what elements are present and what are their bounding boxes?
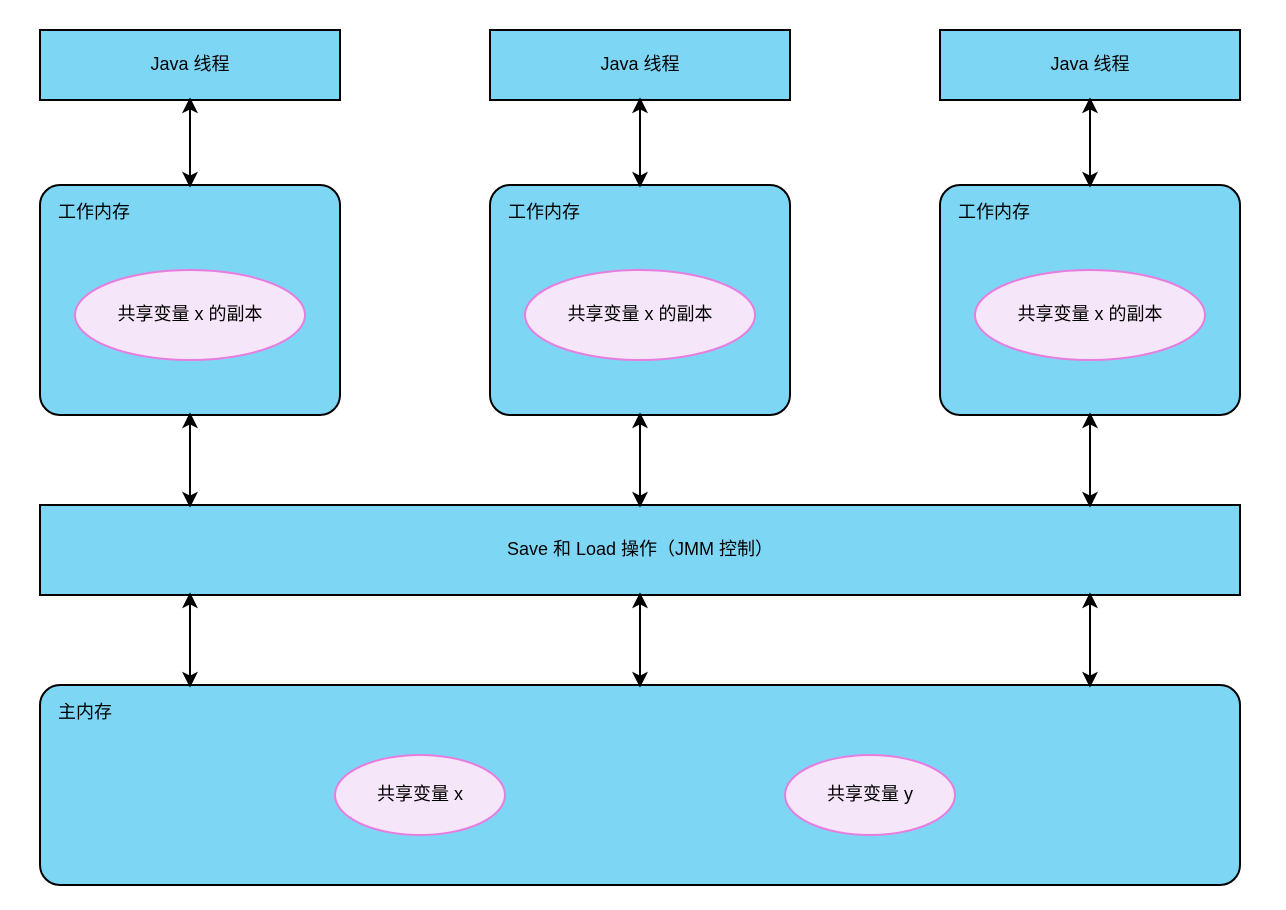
working-memory-title-2: 工作内存 bbox=[958, 202, 1030, 222]
working-memory-title-1: 工作内存 bbox=[508, 202, 580, 222]
shared-var-copy-label-1: 共享变量 x 的副本 bbox=[567, 304, 712, 324]
main-memory-ellipse-label-1: 共享变量 y bbox=[827, 784, 913, 804]
main-memory-ellipse-label-0: 共享变量 x bbox=[377, 784, 463, 804]
thread-label-0: Java 线程 bbox=[150, 54, 229, 74]
shared-var-copy-label-0: 共享变量 x 的副本 bbox=[117, 304, 262, 324]
shared-var-copy-label-2: 共享变量 x 的副本 bbox=[1017, 304, 1162, 324]
save-load-label: Save 和 Load 操作（JMM 控制） bbox=[507, 539, 773, 559]
thread-label-2: Java 线程 bbox=[1050, 54, 1129, 74]
thread-label-1: Java 线程 bbox=[600, 54, 679, 74]
diagram-canvas: Java 线程 Java 线程 Java 线程工作内存共享变量 x 的副本 工作内存共… bbox=[0, 0, 1286, 910]
main-memory-box bbox=[40, 685, 1240, 885]
main-memory-title: 主内存 bbox=[58, 702, 112, 722]
working-memory-title-0: 工作内存 bbox=[58, 202, 130, 222]
